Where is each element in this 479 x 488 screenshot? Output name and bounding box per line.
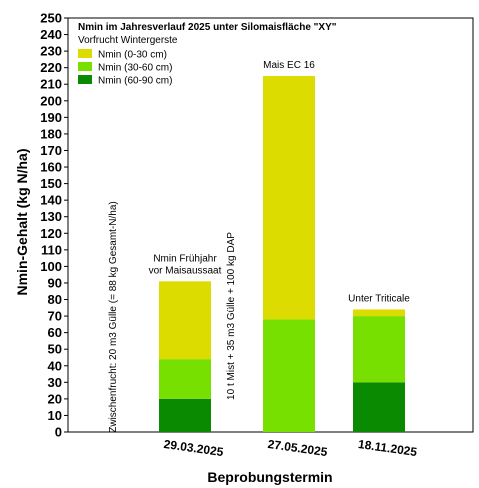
bar-1-series-3	[159, 281, 211, 360]
legend-swatch-1	[78, 49, 92, 58]
y-tick-label: 90	[48, 275, 62, 290]
y-tick-label: 210	[40, 77, 62, 92]
legend-swatch-3	[78, 75, 92, 84]
chart-title: Nmin im Jahresverlauf 2025 unter Silomai…	[78, 22, 337, 33]
bar-1-series-2	[159, 359, 211, 399]
legend: Nmin im Jahresverlauf 2025 unter Silomai…	[78, 22, 337, 87]
legend-entry-1: Nmin (0-30 cm)	[98, 50, 167, 61]
legend-subtitle: Vorfrucht Wintergerste	[78, 35, 178, 46]
y-tick-label: 0	[55, 425, 62, 440]
y-tick-label: 20	[48, 391, 62, 406]
bar-3-series-3	[353, 309, 405, 317]
annotations-group: Zwischenfrucht: 20 m3 Gülle (= 88 kg Ges…	[108, 201, 237, 432]
y-tick-label: 200	[40, 93, 62, 108]
bar-3-series-2	[353, 316, 405, 383]
y-tick-label: 70	[48, 309, 62, 324]
y-tick-label: 230	[40, 44, 62, 59]
bar-label-2: Mais EC 16	[263, 60, 315, 71]
y-tick-label: 10	[48, 408, 62, 423]
y-tick-label: 60	[48, 325, 62, 340]
y-tick-label: 250	[40, 11, 62, 26]
bar-3-series-1	[353, 382, 405, 432]
annotation-2: 10 t Mist + 35 m3 Gülle + 100 kg DAP	[226, 232, 237, 400]
bar-2-series-2	[263, 319, 315, 432]
y-tick-label: 170	[40, 143, 62, 158]
bar-label-3: Unter Triticale	[348, 293, 410, 304]
y-tick-label: 130	[40, 209, 62, 224]
x-axis-title: Beprobungstermin	[207, 469, 332, 485]
x-tick-label-1: 29.03.2025	[163, 437, 225, 459]
y-tick-label: 30	[48, 375, 62, 390]
y-tick-label: 240	[40, 27, 62, 42]
legend-entry-2: Nmin (30-60 cm)	[98, 63, 172, 74]
bar-label-1: Nmin Frühjahr vor Maisaussaat	[149, 253, 222, 276]
y-tick-label: 100	[40, 259, 62, 274]
bars-group: Nmin Frühjahr vor Maisaussaat Mais EC 16 Un…	[149, 60, 410, 432]
y-tick-label: 150	[40, 176, 62, 191]
y-tick-label: 180	[40, 126, 62, 141]
x-tick-label-2: 27.05.2025	[267, 437, 329, 459]
x-ticks-group: 29.03.2025 27.05.2025 18.11.2025	[163, 437, 418, 459]
x-tick-label-3: 18.11.2025	[357, 437, 418, 459]
y-tick-label: 120	[40, 226, 62, 241]
y-axis-title: Nmin-Gehalt (kg N/ha)	[14, 148, 30, 295]
y-tick-label: 40	[48, 358, 62, 373]
annotation-1: Zwischenfrucht: 20 m3 Gülle (= 88 kg Ges…	[108, 201, 119, 432]
y-tick-label: 80	[48, 292, 62, 307]
y-tick-label: 50	[48, 342, 62, 357]
bar-2-series-3	[263, 75, 315, 320]
legend-swatch-2	[78, 62, 92, 71]
legend-entry-3: Nmin (60-90 cm)	[98, 76, 172, 87]
y-tick-label: 140	[40, 193, 62, 208]
y-tick-label: 190	[40, 110, 62, 125]
y-tick-label: 220	[40, 60, 62, 75]
bar-1-series-1	[159, 398, 211, 432]
y-tick-label: 160	[40, 160, 62, 175]
y-tick-label: 110	[41, 242, 62, 257]
